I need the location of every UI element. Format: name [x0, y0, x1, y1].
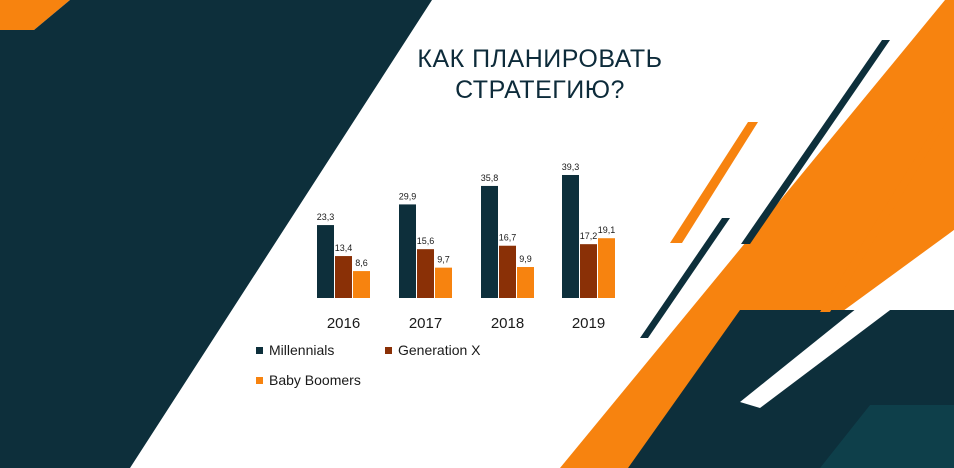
- data-label-baby-boomers-2018: 9,9: [519, 254, 532, 264]
- category-label-2017: 2017: [409, 315, 442, 332]
- category-label-2018: 2018: [491, 315, 524, 332]
- legend-swatch-generation-x: [385, 346, 392, 354]
- data-label-generation-x-2019: 17,2: [580, 231, 598, 241]
- data-label-millennials-2019: 39,3: [562, 162, 580, 172]
- title-line-1: КАК ПЛАНИРОВАТЬ: [417, 45, 663, 73]
- bar-millennials-2019: [562, 174, 579, 298]
- teal-corner-shape: [820, 405, 954, 468]
- data-label-generation-x-2017: 15,6: [417, 236, 435, 246]
- data-label-millennials-2017: 29,9: [399, 191, 417, 201]
- bar-baby-boomers-2016: [353, 271, 370, 298]
- top-left-orange-corner: [0, 0, 70, 30]
- legend-label-millennials: Millennials: [269, 342, 335, 358]
- bar-baby-boomers-2018: [517, 267, 534, 298]
- bar-baby-boomers-2017: [435, 267, 452, 298]
- left-navy-band: [0, 0, 432, 468]
- legend-item-millennials: Millennials: [256, 342, 334, 358]
- data-label-baby-boomers-2019: 19,1: [598, 225, 616, 235]
- orange-stripe-right: [820, 110, 954, 312]
- data-label-generation-x-2018: 16,7: [499, 233, 517, 243]
- slide-title: КАК ПЛАНИРОВАТЬ СТРАТЕГИЮ?: [340, 44, 740, 106]
- right-orange-band: [560, 0, 954, 468]
- legend-item-generation-x: Generation X: [385, 342, 481, 358]
- title-line-2: СТРАТЕГИЮ?: [455, 76, 625, 104]
- bar-millennials-2018: [481, 185, 498, 298]
- bar-generation-x-2016: [335, 256, 352, 298]
- orange-stripe-left: [670, 122, 758, 243]
- legend-swatch-baby-boomers: [256, 376, 263, 384]
- navy-stripe-lower: [640, 218, 730, 338]
- category-label-2016: 2016: [327, 315, 360, 332]
- bar-millennials-2017: [399, 204, 416, 298]
- bar-generation-x-2017: [417, 249, 434, 298]
- data-label-millennials-2016: 23,3: [317, 212, 335, 222]
- legend-label-baby-boomers: Baby Boomers: [269, 372, 361, 388]
- right-white-gap: [740, 230, 954, 408]
- bar-millennials-2016: [317, 225, 334, 298]
- bar-baby-boomers-2019: [598, 238, 615, 298]
- legend-item-baby-boomers: Baby Boomers: [256, 372, 361, 388]
- navy-stripe-upper: [741, 40, 890, 244]
- bar-generation-x-2019: [580, 244, 597, 298]
- bar-generation-x-2018: [499, 245, 516, 298]
- legend-swatch-millennials: [256, 346, 263, 354]
- data-label-baby-boomers-2017: 9,7: [437, 255, 450, 265]
- data-label-generation-x-2016: 13,4: [335, 243, 353, 253]
- data-label-baby-boomers-2016: 8,6: [355, 258, 368, 268]
- category-label-2019: 2019: [572, 315, 605, 332]
- data-label-millennials-2018: 35,8: [481, 173, 499, 183]
- legend-label-generation-x: Generation X: [398, 342, 481, 358]
